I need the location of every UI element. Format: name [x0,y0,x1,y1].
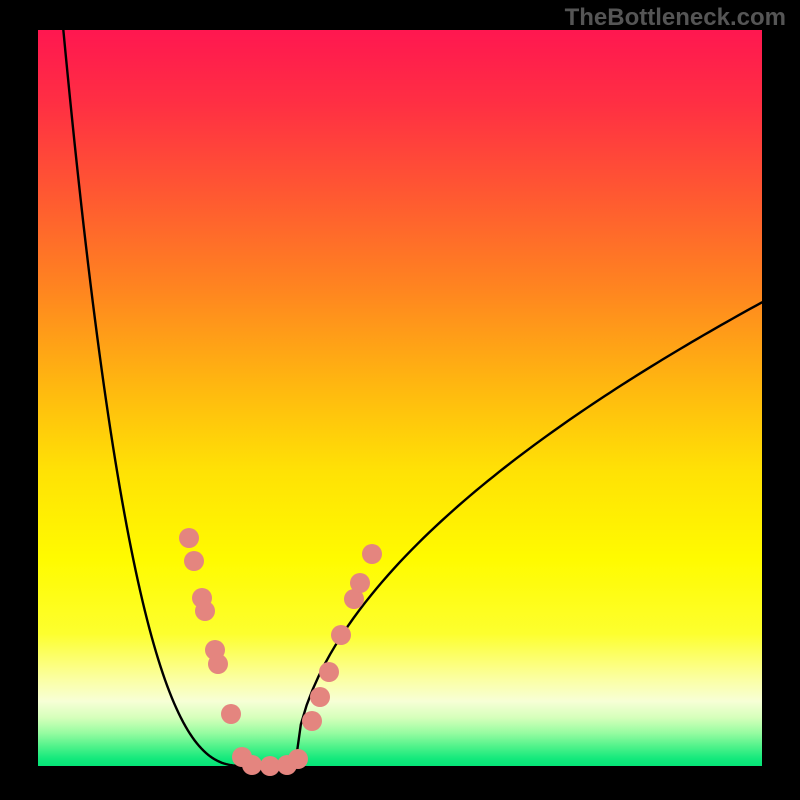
data-marker [221,704,241,724]
data-marker [179,528,199,548]
data-marker [195,601,215,621]
data-marker [288,749,308,769]
watermark-text: TheBottleneck.com [565,4,786,31]
data-marker [350,573,370,593]
data-marker [184,551,204,571]
data-marker [208,654,228,674]
watermark-label: TheBottleneck.com [565,4,786,32]
plot-area [38,30,762,766]
data-marker [331,625,351,645]
data-marker [302,711,322,731]
data-marker [319,662,339,682]
data-marker [362,544,382,564]
data-marker [310,687,330,707]
markers-layer [38,30,762,766]
chart-canvas: TheBottleneck.com [0,0,800,800]
